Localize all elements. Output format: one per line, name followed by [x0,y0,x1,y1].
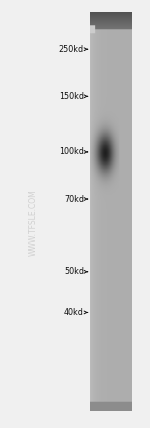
Text: 250kd: 250kd [59,45,84,54]
Text: WWW.TFSLE.COM: WWW.TFSLE.COM [28,189,38,256]
Text: 100kd: 100kd [59,147,84,157]
Text: 40kd: 40kd [64,308,84,317]
Text: 50kd: 50kd [64,267,84,276]
Text: 150kd: 150kd [59,92,84,101]
Text: 70kd: 70kd [64,194,84,204]
